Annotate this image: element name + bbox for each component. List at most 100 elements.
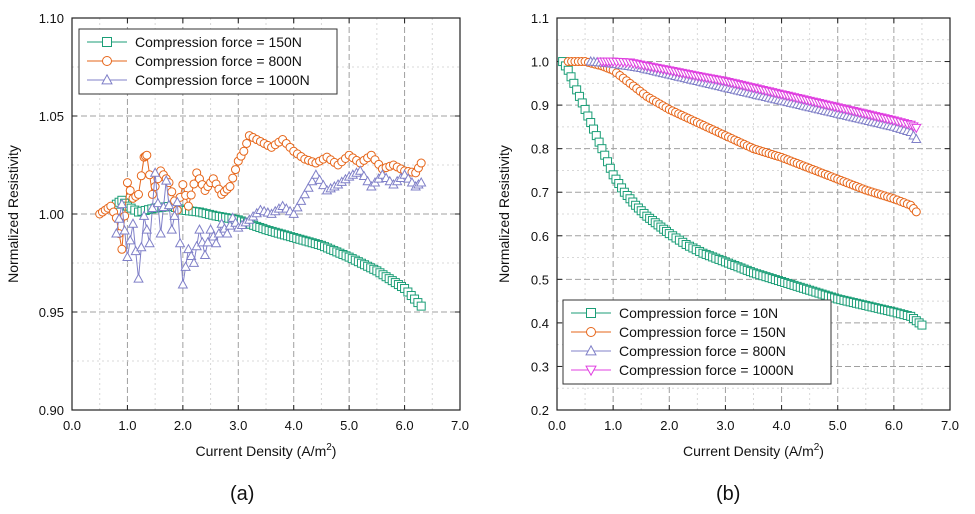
data-point <box>416 301 426 311</box>
x-tick-label: 3.0 <box>229 418 247 433</box>
data-point <box>354 165 366 175</box>
legend-label: Compression force = 1000N <box>135 72 310 88</box>
legend: Compression force = 150N Compression forc… <box>78 28 338 95</box>
series-0 <box>558 57 927 330</box>
legend-label: Compression force = 800N <box>619 343 786 359</box>
data-point <box>178 180 188 190</box>
x-tick-label: 5.0 <box>340 418 358 433</box>
x-tick-label: 7.0 <box>941 418 959 433</box>
x-tick-label: 5.0 <box>829 418 847 433</box>
legend-label: Compression force = 800N <box>135 53 302 69</box>
data-point <box>144 237 155 248</box>
data-point <box>228 173 238 183</box>
y-tick-label: 1.0 <box>531 55 549 70</box>
plot-frame <box>556 17 951 411</box>
x-axis-label-close: ) <box>819 443 824 459</box>
data-point <box>117 244 127 254</box>
data-point <box>180 261 191 271</box>
y-tick-label: 1.1 <box>531 11 549 26</box>
x-axis-label-sup: 2 <box>326 442 332 453</box>
x-tick-label: 7.0 <box>451 418 469 433</box>
y-tick-label: 0.3 <box>531 359 549 374</box>
data-point <box>213 227 225 238</box>
data-point <box>136 171 146 181</box>
legend-marker <box>585 344 597 356</box>
legend-marker <box>102 37 112 47</box>
data-point <box>239 146 249 156</box>
data-point <box>172 196 183 207</box>
data-point <box>303 182 314 192</box>
x-tick-label: 6.0 <box>396 418 414 433</box>
legend: Compression force = 10N Compression force… <box>562 299 832 385</box>
data-point <box>358 170 370 181</box>
data-point <box>142 150 152 160</box>
data-point <box>318 179 329 190</box>
y-axis-label: Normalized Resistivity <box>496 145 512 283</box>
data-point <box>122 251 133 262</box>
data-point <box>155 227 166 238</box>
y-tick-label: 0.4 <box>531 316 549 331</box>
series-3 <box>596 57 922 134</box>
data-point <box>116 198 128 209</box>
data-point <box>299 188 311 199</box>
y-tick-label: 0.5 <box>531 272 549 287</box>
data-point <box>295 195 307 205</box>
legend-label: Compression force = 150N <box>135 34 302 50</box>
legend-marker <box>586 327 596 337</box>
data-point <box>152 197 164 208</box>
data-point <box>314 174 325 184</box>
data-point <box>150 182 160 192</box>
data-point <box>186 190 196 200</box>
data-point <box>292 201 303 212</box>
data-point <box>202 236 214 247</box>
data-point <box>188 257 200 267</box>
data-point <box>177 278 189 289</box>
data-point <box>127 218 139 228</box>
data-point <box>133 273 144 283</box>
x-axis-label-text: Current Density (A/m <box>196 443 327 459</box>
data-point <box>183 243 194 254</box>
series-1 <box>563 57 921 217</box>
chart-panel-a: 0.0 1.0 2.0 3.0 4.0 5.0 6.0 7.0 0.90 0.95 1.00 1.05… <box>5 11 469 459</box>
data-point <box>205 224 216 234</box>
data-point <box>134 189 144 199</box>
y-tick-label: 0.95 <box>39 305 64 320</box>
legend-marker <box>585 365 597 377</box>
data-point <box>119 225 130 235</box>
x-tick-label: 0.0 <box>548 418 566 433</box>
legend-label: Compression force = 150N <box>619 324 786 340</box>
data-point <box>416 158 426 168</box>
x-tick-label: 6.0 <box>885 418 903 433</box>
data-point <box>199 249 211 260</box>
data-point <box>138 210 150 220</box>
data-point <box>113 213 125 223</box>
x-tick-label: 3.0 <box>716 418 734 433</box>
data-point <box>166 224 178 234</box>
data-point <box>310 169 322 179</box>
data-point <box>362 175 373 186</box>
data-point <box>911 133 922 143</box>
x-tick-label: 4.0 <box>285 418 303 433</box>
data-point <box>122 178 132 188</box>
data-point <box>306 175 318 186</box>
legend-marker <box>102 56 112 66</box>
data-point <box>167 187 177 197</box>
x-axis-label-text: Current Density (A/m <box>683 443 814 459</box>
legend-marker <box>586 308 596 318</box>
series-1 <box>95 131 426 254</box>
data-point <box>163 199 175 210</box>
y-tick-label: 0.7 <box>531 185 549 200</box>
data-point <box>169 210 180 220</box>
data-point <box>136 241 147 252</box>
legend-label: Compression force = 10N <box>619 305 778 321</box>
data-point <box>911 123 922 134</box>
series-2 <box>111 165 427 289</box>
y-tick-label: 1.05 <box>39 109 64 124</box>
y-tick-label: 0.2 <box>531 403 549 418</box>
data-point <box>194 224 205 234</box>
data-point <box>225 182 235 192</box>
x-tick-label: 1.0 <box>604 418 622 433</box>
data-point <box>141 224 153 234</box>
data-point <box>221 227 233 238</box>
legend-label: Compression force = 1000N <box>619 362 794 378</box>
